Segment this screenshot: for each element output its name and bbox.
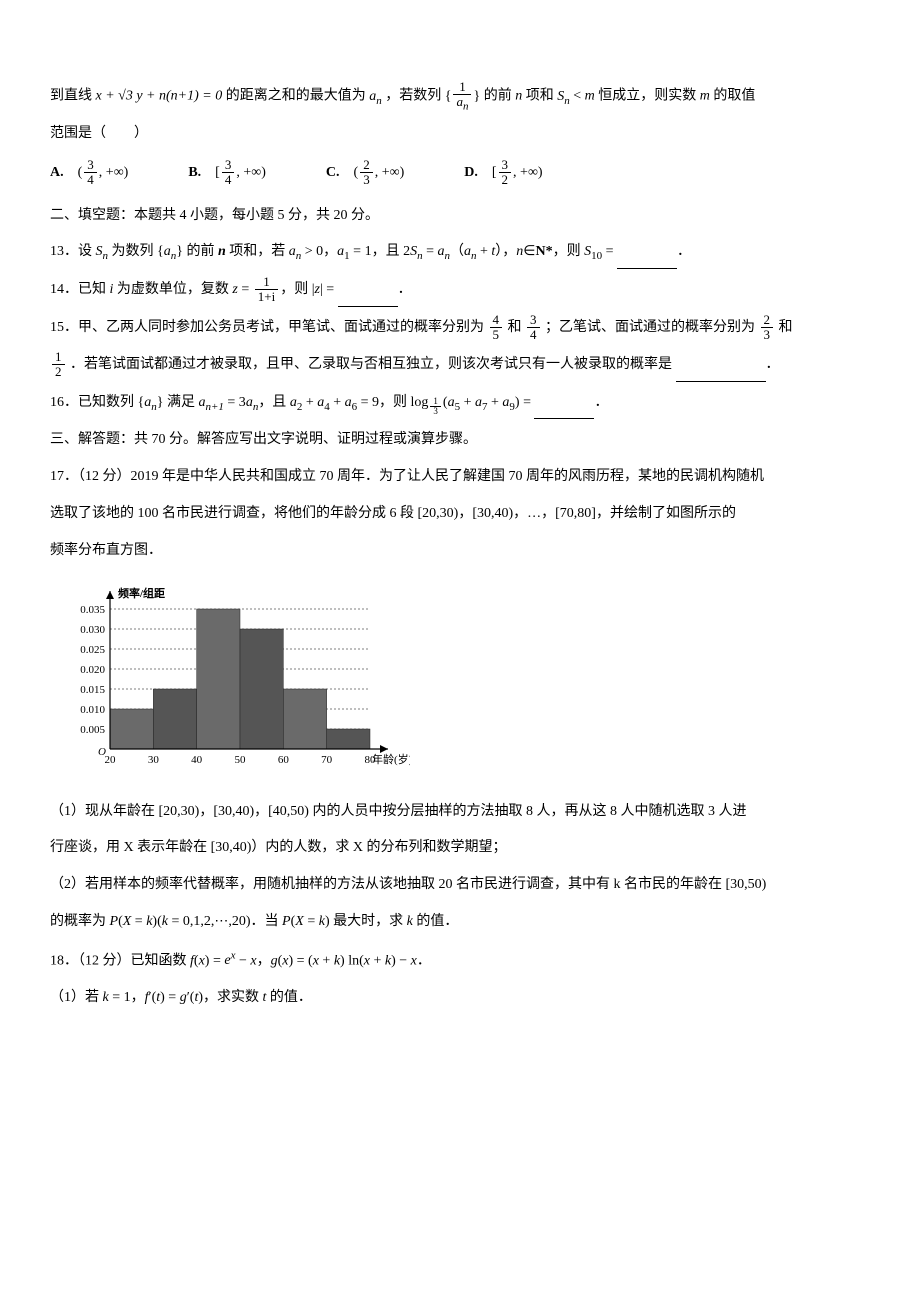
svg-text:0.020: 0.020 <box>80 664 105 676</box>
q17-sub2-a: （2）若用样本的频率代替概率，用随机抽样的方法从该地抽取 20 名市民进行调查，… <box>50 870 870 901</box>
q12-prefix: 到直线 <box>50 89 96 104</box>
q12-opt-a: A. (34, +∞) <box>50 158 128 189</box>
svg-text:0.005: 0.005 <box>80 724 105 736</box>
svg-text:20: 20 <box>105 754 117 766</box>
q12-mid3: 的前 n 项和 Sn < m 恒成立，则实数 m 的取值 <box>484 89 756 104</box>
svg-text:年龄(岁): 年龄(岁) <box>372 752 410 766</box>
q17-intro3: 频率分布直方图． <box>50 536 870 567</box>
q15-p4: 12 <box>52 350 65 380</box>
q15-line2: 12 ．若笔试面试都通过才被录取，且甲、乙录取与否相互独立，则该次考试只有一人被… <box>50 350 870 382</box>
q12-opt-d: D. [32, +∞) <box>464 158 542 189</box>
q12-text: 到直线 x + √3 y + n(n+1) = 0 的距离之和的最大值为 an … <box>50 80 870 113</box>
svg-text:70: 70 <box>321 754 333 766</box>
q18-line2: （1）若 k = 1，f′(t) = g′(t)，求实数 t 的值． <box>50 983 870 1014</box>
q17-intro2: 选取了该地的 100 名市民进行调查，将他们的年龄分成 6 段 [20,30)，… <box>50 499 870 530</box>
q12-an: an <box>369 89 382 104</box>
section2-heading: 二、填空题：本题共 4 小题，每小题 5 分，共 20 分。 <box>50 201 870 232</box>
q15-blank <box>676 350 766 382</box>
svg-text:0.025: 0.025 <box>80 644 105 656</box>
q15-and1: 和 <box>508 320 526 335</box>
histogram-svg: 频率/组距 0.005 0.010 0.015 0.020 0.025 0.030 0.035… <box>50 579 410 779</box>
svg-text:频率/组距: 频率/组距 <box>118 586 165 600</box>
q17-sub1-a: （1）现从年龄在 [20,30)，[30,40)，[40,50) 内的人员中按分… <box>50 797 870 828</box>
q12-mid1: 的距离之和的最大值为 <box>226 89 370 104</box>
svg-text:0.010: 0.010 <box>80 704 105 716</box>
q15-p3: 23 <box>761 313 774 343</box>
q12-tail: 范围是（ ） <box>50 119 870 150</box>
q15-p1: 45 <box>490 313 503 343</box>
q14: 14．已知 i 为虚数单位，复数 z = 11+i，则 |z| = ． <box>50 275 870 307</box>
svg-text:30: 30 <box>148 754 160 766</box>
q15-line1-pre: 15．甲、乙两人同时参加公务员考试，甲笔试、面试通过的概率分别为 <box>50 320 488 335</box>
q12-opt-c: C. (23, +∞) <box>326 158 404 189</box>
q16-blank <box>534 388 594 420</box>
q16: 16．已知数列 {an} 满足 an+1 = 3an，且 a2 + a4 + a… <box>50 388 870 420</box>
svg-text:0.030: 0.030 <box>80 624 105 636</box>
q12-mid2: ，若数列 <box>385 89 445 104</box>
q13: 13．设 Sn 为数列 {an} 的前 n 项和，若 an > 0，a1 = 1… <box>50 237 870 269</box>
q15-mid1: ；乙笔试、面试通过的概率分别为 <box>545 320 759 335</box>
q15-line1: 15．甲、乙两人同时参加公务员考试，甲笔试、面试通过的概率分别为 45 和 34… <box>50 313 870 344</box>
section3-heading: 三、解答题：共 70 分。解答应写出文字说明、证明过程或演算步骤。 <box>50 425 870 456</box>
q14-blank <box>338 275 398 307</box>
q17-sub2-b: 的概率为 P(X = k)(k = 0,1,2,⋯,20)．当 P(X = k)… <box>50 907 870 938</box>
q12-opt-b: B. [34, +∞) <box>188 158 266 189</box>
q18-line1: 18．（12 分）已知函数 f(x) = ex − x，g(x) = (x + … <box>50 944 870 977</box>
svg-text:50: 50 <box>235 754 247 766</box>
svg-text:60: 60 <box>278 754 290 766</box>
q12-eqn: x + √3 y + n(n+1) = 0 <box>96 89 223 104</box>
svg-text:0.015: 0.015 <box>80 684 105 696</box>
q15-and2: 和 <box>779 320 793 335</box>
q17-intro1: 17．（12 分）2019 年是中华人民共和国成立 70 周年．为了让人民了解建… <box>50 462 870 493</box>
svg-text:0.035: 0.035 <box>80 604 105 616</box>
q12-options: A. (34, +∞) B. [34, +∞) C. (23, +∞) D. [… <box>50 158 870 189</box>
svg-text:40: 40 <box>191 754 203 766</box>
q15-line2-rest: ．若笔试面试都通过才被录取，且甲、乙录取与否相互独立，则该次考试只有一人被录取的… <box>70 357 672 372</box>
q13-blank <box>617 237 677 269</box>
q12-seq: {1an} <box>445 89 480 104</box>
q15-p2: 34 <box>527 313 540 343</box>
histogram-chart: 频率/组距 0.005 0.010 0.015 0.020 0.025 0.030 0.035… <box>50 579 870 779</box>
q17-sub1-b: 行座谈，用 X 表示年龄在 [30,40)）内的人数，求 X 的分布列和数学期望… <box>50 833 870 864</box>
